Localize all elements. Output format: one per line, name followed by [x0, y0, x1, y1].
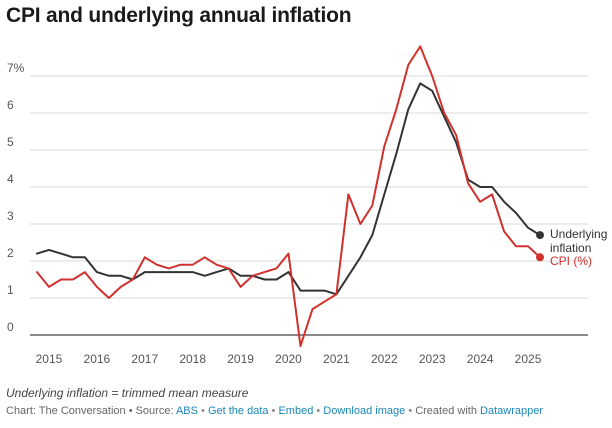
x-tick-label: 2021: [323, 352, 350, 366]
y-tick-label: 3: [7, 209, 14, 223]
x-tick-label: 2017: [131, 352, 158, 366]
x-tick-label: 2020: [275, 352, 302, 366]
underlying-inflation-line: [36, 82, 541, 296]
x-tick-label: 2022: [371, 352, 398, 366]
cpi-end-point: [536, 253, 544, 262]
axis-ticks: 0 1 2 3 4 5 6 7% 2015 2016 2017 2018 2019 2020 2021 202…: [7, 61, 542, 366]
footer-created-with: Created with: [415, 405, 481, 417]
y-tick-label: 7%: [7, 61, 25, 75]
y-tick-label: 6: [7, 98, 14, 112]
y-tick-label: 2: [7, 246, 14, 260]
line-chart: 0 1 2 3 4 5 6 7% 2015 2016 2017 2018 2019 2020 2021 202…: [7, 45, 607, 366]
grid-lines: [30, 75, 588, 336]
embed-link[interactable]: Embed: [278, 405, 314, 417]
x-tick-label: 2015: [36, 352, 63, 366]
cpi-line: [36, 45, 541, 348]
series-lines: [36, 45, 544, 348]
underlying-inflation-label: inflation: [550, 241, 591, 255]
chart-note: Underlying inflation = trimmed mean meas…: [6, 386, 249, 400]
footer-separator: •: [405, 405, 416, 417]
chart-footer: Chart: The Conversation • Source: ABS • …: [6, 405, 543, 417]
x-tick-label: 2023: [419, 352, 446, 366]
get-data-link[interactable]: Get the data: [207, 405, 269, 417]
x-tick-label: 2025: [515, 352, 542, 366]
footer-separator: •: [197, 405, 208, 417]
x-tick-label: 2016: [84, 352, 111, 366]
y-tick-label: 4: [7, 172, 14, 186]
datawrapper-link[interactable]: Datawrapper: [480, 405, 543, 417]
underlying-end-point: [536, 231, 544, 240]
footer-separator: •: [268, 405, 279, 417]
download-image-link[interactable]: Download image: [323, 405, 406, 417]
y-tick-label: 0: [7, 320, 14, 334]
cpi-label: CPI (%): [550, 254, 592, 268]
x-tick-label: 2024: [467, 352, 494, 366]
source-link[interactable]: ABS: [175, 405, 198, 417]
x-tick-label: 2019: [227, 352, 254, 366]
chart-title: CPI and underlying annual inflation: [6, 4, 352, 27]
footer-separator: •: [313, 405, 324, 417]
underlying-inflation-label: Underlying: [550, 227, 607, 241]
y-tick-label: 1: [7, 283, 14, 297]
x-tick-label: 2018: [179, 352, 206, 366]
y-tick-label: 5: [7, 135, 14, 149]
footer-credit: Chart: The Conversation • Source:: [6, 405, 176, 417]
